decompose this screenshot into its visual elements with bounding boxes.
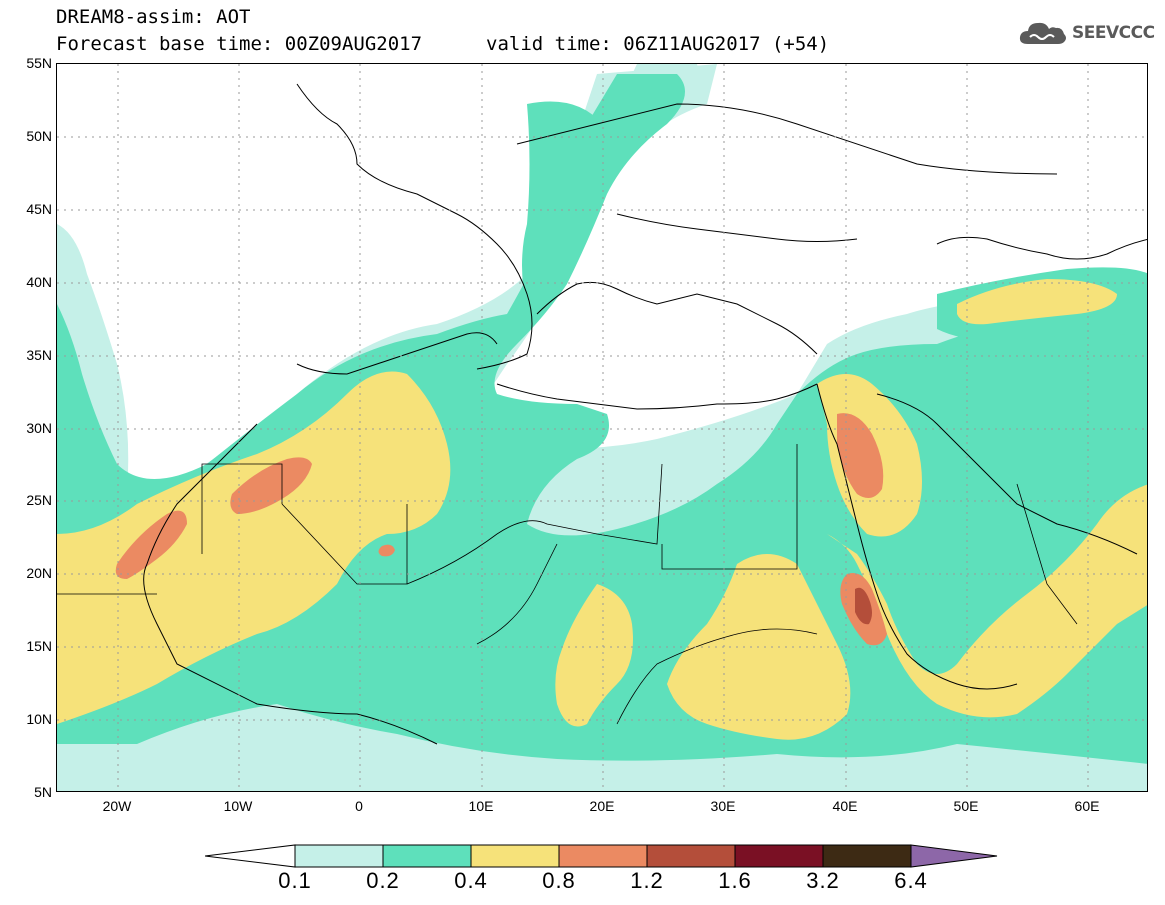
colorbar-bin-0.4 <box>470 844 560 868</box>
lon-label-10e: 10E <box>468 798 494 814</box>
aot-field <box>57 64 1147 791</box>
lat-label-30n: 30N <box>26 420 52 436</box>
aot-0.4-field <box>57 279 1147 740</box>
colorbar-label-3.2: 3.2 <box>806 868 840 893</box>
lon-label-40e: 40E <box>832 798 858 814</box>
colorbar-bin-0.1 <box>294 844 384 868</box>
colorbar-over-arrow <box>910 844 998 868</box>
graticule <box>57 64 1147 791</box>
lat-label-10n: 10N <box>26 711 52 727</box>
colorbar-under-arrow <box>205 844 296 868</box>
lon-label-30e: 30E <box>710 798 736 814</box>
lat-label-45n: 45N <box>26 201 52 217</box>
colorbar-bin-1.2 <box>646 844 736 868</box>
colorbar-label-0.1: 0.1 <box>278 868 312 893</box>
lat-label-35n: 35N <box>26 347 52 363</box>
lon-label-60e: 60E <box>1074 798 1100 814</box>
colorbar-bin-3.2 <box>822 844 912 868</box>
colorbar-bin-0.2 <box>382 844 472 868</box>
aot-map <box>56 63 1148 792</box>
lat-label-15n: 15N <box>26 638 52 654</box>
lat-label-50n: 50N <box>26 128 52 144</box>
valid-time: valid time: 06Z11AUG2017 (+54) <box>486 33 830 55</box>
lat-label-55n: 55N <box>26 55 52 71</box>
colorbar-label-0.2: 0.2 <box>366 868 400 893</box>
logo-text: SEEVCCC <box>1072 23 1155 43</box>
lon-label-0: 0 <box>355 798 363 814</box>
lat-label-40n: 40N <box>26 274 52 290</box>
seevccc-logo: SEEVCCC <box>1018 20 1155 46</box>
aot-1.2-field <box>855 587 872 625</box>
colorbar-label-1.2: 1.2 <box>630 868 664 893</box>
colorbar-label-6.4: 6.4 <box>894 868 928 893</box>
cloud-icon <box>1019 22 1066 44</box>
lat-label-25n: 25N <box>26 492 52 508</box>
forecast-base-time: Forecast base time: 00Z09AUG2017 <box>56 33 423 55</box>
lon-label-10w: 10W <box>223 798 253 814</box>
map-title: DREAM8-assim: AOT <box>56 6 251 28</box>
lon-label-20w: 20W <box>102 798 132 814</box>
lat-label-5n: 5N <box>34 784 52 800</box>
colorbar <box>205 844 998 868</box>
coastlines <box>143 83 1147 745</box>
lon-label-20e: 20E <box>589 798 615 814</box>
colorbar-label-1.6: 1.6 <box>718 868 752 893</box>
lat-label-20n: 20N <box>26 565 52 581</box>
colorbar-bin-1.6 <box>734 844 824 868</box>
lon-label-50e: 50E <box>953 798 979 814</box>
colorbar-label-0.4: 0.4 <box>454 868 488 893</box>
colorbar-bin-0.8 <box>558 844 648 868</box>
colorbar-label-0.8: 0.8 <box>542 868 576 893</box>
political-borders <box>57 444 1078 725</box>
